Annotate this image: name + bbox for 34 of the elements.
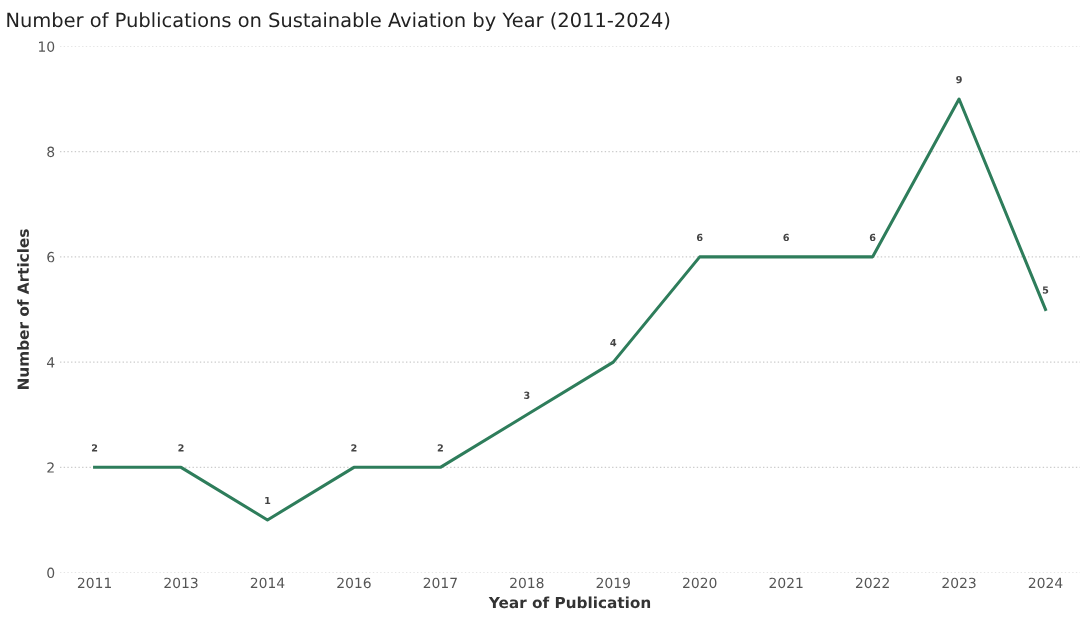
data-label: 2 — [91, 444, 98, 452]
y-tick-label: 4 — [46, 357, 55, 368]
x-tick-label: 2016 — [337, 577, 371, 589]
data-label: 5 — [1042, 286, 1049, 294]
x-axis-title: Year of Publication — [488, 596, 651, 609]
x-tick-label: 2018 — [510, 577, 544, 589]
data-label: 1 — [265, 496, 271, 505]
y-tick-label: 6 — [47, 251, 55, 263]
x-tick-label: 2021 — [769, 577, 803, 589]
chart-title: Number of Publications on Sustainable Aviation by Year (2011-2024) — [7, 12, 670, 32]
data-label: 9 — [956, 75, 962, 84]
y-tick-label: 10 — [39, 41, 55, 52]
y-axis-title: Number of Articles — [17, 229, 29, 390]
x-tick-label: 2014 — [250, 577, 285, 589]
y-tick-label: 0 — [47, 567, 55, 579]
x-tick-label: 2023 — [942, 577, 976, 589]
data-label: 2 — [437, 444, 443, 452]
line-series — [93, 97, 1048, 522]
data-label: 6 — [869, 233, 876, 242]
x-tick-label: 2024 — [1028, 577, 1063, 589]
data-label: 2 — [178, 444, 184, 452]
x-tick-label: 2013 — [164, 577, 198, 589]
x-tick-label: 2017 — [423, 577, 457, 589]
data-label: 6 — [783, 233, 790, 242]
data-label: 3 — [524, 391, 530, 399]
y-tick-label: 8 — [47, 146, 55, 158]
x-tick-label: 2011 — [77, 577, 111, 589]
x-tick-label: 2019 — [596, 577, 630, 589]
x-tick-label: 2022 — [855, 577, 889, 589]
data-label: 2 — [351, 444, 357, 452]
x-tick-label: 2020 — [683, 577, 717, 589]
data-label: 6 — [696, 233, 703, 242]
y-tick-label: 2 — [47, 462, 54, 473]
data-label: 4 — [610, 339, 617, 347]
